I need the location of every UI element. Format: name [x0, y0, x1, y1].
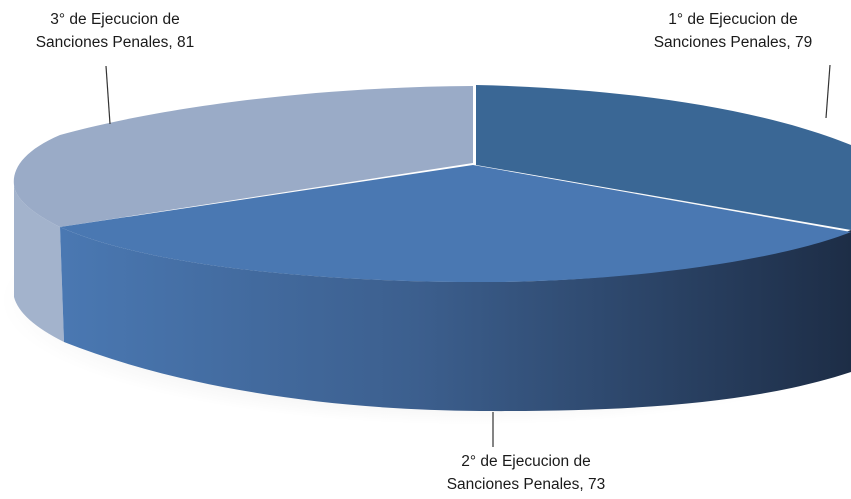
slice-3-top	[13, 86, 473, 227]
slice-2-side-wall	[60, 227, 851, 412]
slice-1-top	[476, 85, 851, 230]
slice-3-side-wall	[14, 185, 64, 342]
leader-line-1	[825, 64, 831, 119]
leader-line-3	[105, 65, 111, 125]
data-label-slice-2: 2° de Ejecucion de Sanciones Penales, 73	[446, 453, 606, 493]
data-label-slice-1: 1° de Ejecucion de Sanciones Penales, 79	[653, 11, 813, 51]
slice-2-top	[60, 165, 851, 283]
data-label-slice-3: 3° de Ejecucion de Sanciones Penales, 81	[35, 11, 195, 51]
